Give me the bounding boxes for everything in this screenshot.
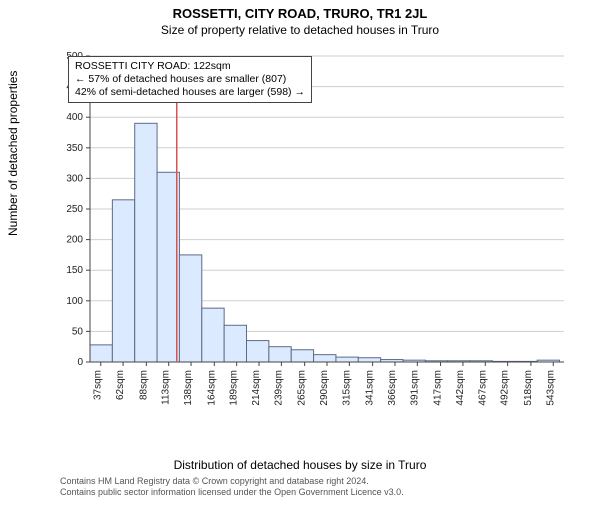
info-box: ROSSETTI CITY ROAD: 122sqm ← 57% of deta… xyxy=(68,56,312,103)
svg-text:0: 0 xyxy=(77,357,83,368)
svg-text:200: 200 xyxy=(66,235,83,246)
svg-text:350: 350 xyxy=(66,143,83,154)
svg-text:400: 400 xyxy=(66,112,83,123)
svg-text:100: 100 xyxy=(66,296,83,307)
svg-text:290sqm: 290sqm xyxy=(319,370,330,406)
svg-text:88sqm: 88sqm xyxy=(138,370,149,400)
svg-text:164sqm: 164sqm xyxy=(206,370,217,406)
svg-text:391sqm: 391sqm xyxy=(409,370,420,406)
footnote-line-2: Contains public sector information licen… xyxy=(60,487,404,497)
svg-text:62sqm: 62sqm xyxy=(115,370,126,400)
svg-text:467sqm: 467sqm xyxy=(477,370,488,406)
chart-svg: 05010015020025030035040045050037sqm62sqm… xyxy=(60,50,570,420)
x-axis-label: Distribution of detached houses by size … xyxy=(0,458,600,472)
svg-text:543sqm: 543sqm xyxy=(545,370,556,406)
svg-text:265sqm: 265sqm xyxy=(297,370,308,406)
info-line-1: ROSSETTI CITY ROAD: 122sqm xyxy=(75,60,305,73)
histogram-chart: 05010015020025030035040045050037sqm62sqm… xyxy=(60,50,570,420)
svg-text:37sqm: 37sqm xyxy=(93,370,104,400)
info-line-3: 42% of semi-detached houses are larger (… xyxy=(75,86,305,99)
svg-text:417sqm: 417sqm xyxy=(433,370,444,406)
svg-text:518sqm: 518sqm xyxy=(523,370,534,406)
svg-text:138sqm: 138sqm xyxy=(183,370,194,406)
svg-text:315sqm: 315sqm xyxy=(341,370,352,406)
svg-text:250: 250 xyxy=(66,204,83,215)
svg-text:341sqm: 341sqm xyxy=(365,370,376,406)
footnote-line-1: Contains HM Land Registry data © Crown c… xyxy=(60,476,369,486)
svg-text:239sqm: 239sqm xyxy=(273,370,284,406)
svg-text:300: 300 xyxy=(66,173,83,184)
footnote: Contains HM Land Registry data © Crown c… xyxy=(60,476,590,498)
svg-text:366sqm: 366sqm xyxy=(387,370,398,406)
svg-text:214sqm: 214sqm xyxy=(251,370,262,406)
svg-text:50: 50 xyxy=(72,326,84,337)
svg-text:492sqm: 492sqm xyxy=(500,370,511,406)
y-axis-label: Number of detached properties xyxy=(6,71,20,236)
page-title: ROSSETTI, CITY ROAD, TRURO, TR1 2JL xyxy=(0,6,600,21)
svg-text:442sqm: 442sqm xyxy=(455,370,466,406)
page-subtitle: Size of property relative to detached ho… xyxy=(0,23,600,37)
svg-text:150: 150 xyxy=(66,265,83,276)
svg-text:113sqm: 113sqm xyxy=(161,370,172,405)
svg-text:189sqm: 189sqm xyxy=(229,370,240,406)
info-line-2: ← 57% of detached houses are smaller (80… xyxy=(75,73,305,86)
